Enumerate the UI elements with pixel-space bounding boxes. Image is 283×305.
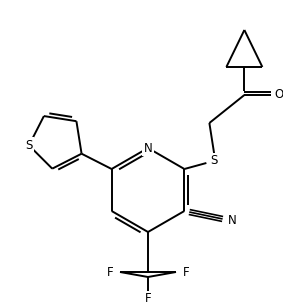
- Text: N: N: [144, 142, 152, 155]
- Text: S: S: [25, 139, 33, 152]
- Text: F: F: [107, 265, 113, 278]
- Text: F: F: [183, 265, 189, 278]
- Text: S: S: [211, 155, 218, 167]
- Text: O: O: [275, 88, 283, 102]
- Text: N: N: [228, 214, 237, 228]
- Text: F: F: [145, 292, 151, 305]
